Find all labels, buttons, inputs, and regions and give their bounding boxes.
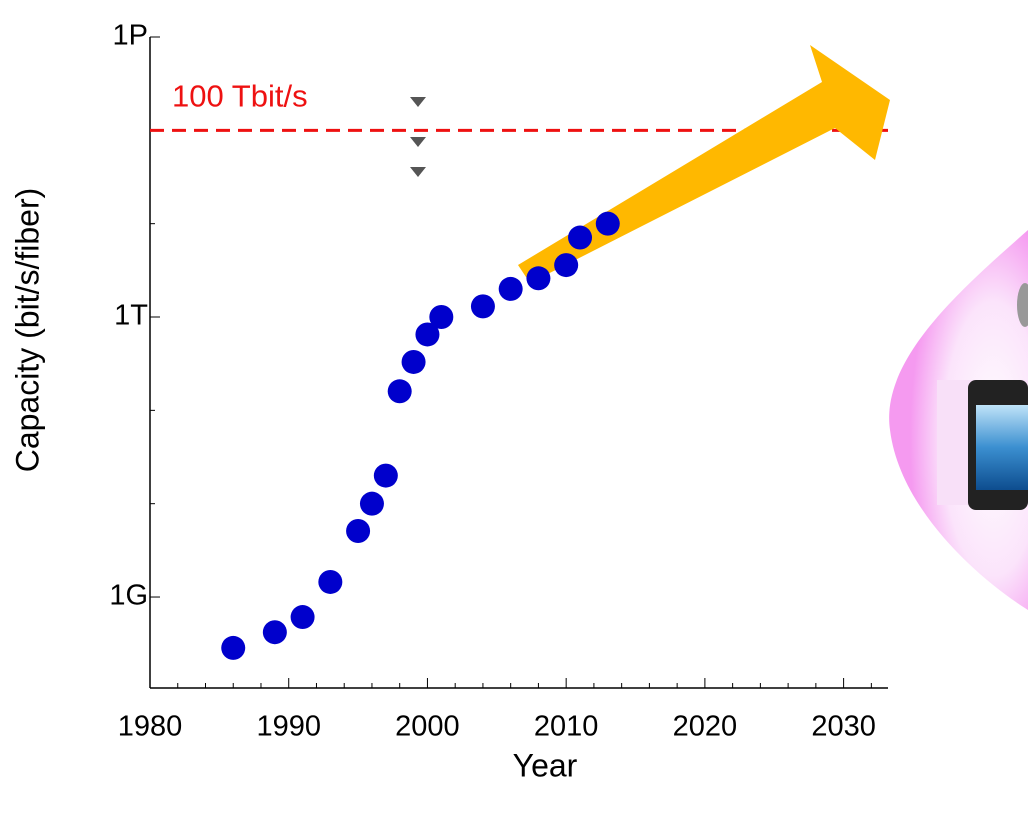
point (499, 277, 523, 301)
reference-label: 100 Tbit/s (172, 79, 308, 114)
point (429, 305, 453, 329)
y-tick-label: 1G (109, 580, 148, 612)
x-tick-label: 2010 (534, 711, 599, 743)
y-tick-label: 1T (114, 300, 148, 332)
points (221, 212, 620, 660)
point (263, 620, 287, 644)
x-tick-label: 2000 (395, 711, 460, 743)
point (526, 266, 550, 290)
point (388, 379, 412, 403)
y-tick-label: 1P (113, 20, 148, 52)
chart: 1G 1T 1P 1980 1990 2000 2010 2020 2030 100 Tbit/s… (0, 0, 1028, 815)
point (346, 519, 370, 543)
point (568, 226, 592, 250)
x-axis-title: Year (513, 747, 578, 783)
point (291, 605, 315, 629)
point (374, 464, 398, 488)
page: {"chart_data": {"type": "scatter", "x_la… (0, 0, 1028, 815)
x-tick-label: 1990 (256, 711, 321, 743)
point (554, 253, 578, 277)
point (471, 294, 495, 318)
point (360, 492, 384, 516)
x-tick-label: 2030 (811, 711, 876, 743)
x-tick-label: 2020 (673, 711, 738, 743)
point (402, 350, 426, 374)
y-axis-title: Capacity (bit/s/fiber) (9, 188, 45, 473)
point (596, 212, 620, 236)
point (221, 636, 245, 660)
x-tick-label: 1980 (118, 711, 183, 743)
point (318, 570, 342, 594)
